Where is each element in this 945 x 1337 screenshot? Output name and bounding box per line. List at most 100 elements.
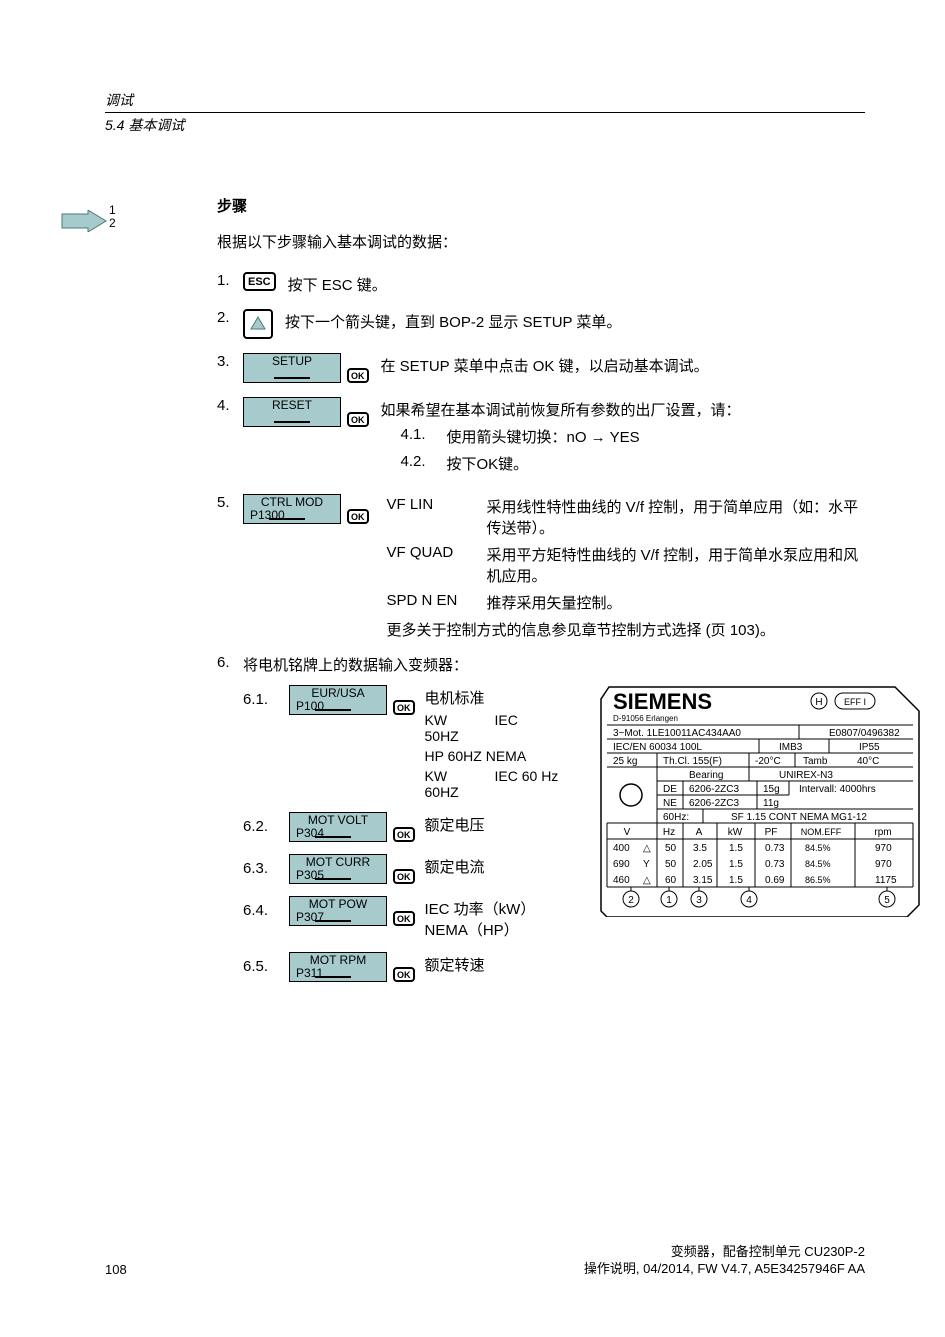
svg-text:3~Mot. 1LE10011AC434AA0: 3~Mot. 1LE10011AC434AA0 [613, 728, 741, 739]
svg-text:84.5%: 84.5% [805, 859, 831, 869]
option-key: SPD N EN [387, 592, 487, 613]
display-reset: RESET [243, 397, 341, 427]
svg-text:-20°C: -20°C [755, 756, 781, 767]
svg-text:NOM.EFF: NOM.EFF [800, 827, 841, 837]
svg-text:2.05: 2.05 [693, 859, 713, 870]
ok-key-icon: OK [393, 827, 415, 842]
svg-text:60: 60 [665, 875, 677, 886]
svg-text:Tamb: Tamb [803, 756, 828, 767]
svg-text:0.73: 0.73 [765, 859, 785, 870]
svg-text:3.5: 3.5 [693, 843, 707, 854]
svg-text:970: 970 [875, 843, 892, 854]
svg-text:EFF I: EFF I [844, 697, 866, 707]
substep-text: 按下OK键。 [447, 453, 529, 474]
svg-text:40°C: 40°C [857, 756, 879, 767]
svg-text:E0807/0496382: E0807/0496382 [829, 728, 900, 739]
substep-number: 6.4. [243, 896, 289, 919]
svg-text:970: 970 [875, 859, 892, 870]
svg-text:DE: DE [663, 784, 677, 795]
svg-text:PF: PF [764, 827, 777, 838]
svg-text:5: 5 [884, 895, 890, 906]
svg-text:6206-2ZC3: 6206-2ZC3 [689, 784, 739, 795]
option-text: 采用平方矩特性曲线的 V/f 控制，用于简单水泵应用和风机应用。 [487, 544, 866, 586]
svg-text:690: 690 [613, 859, 630, 870]
svg-text:H: H [815, 697, 822, 708]
steps-heading: 步骤 [217, 195, 865, 216]
substep-number: 6.3. [243, 854, 289, 877]
display-mot-volt: MOT VOLT P304 [289, 812, 387, 842]
display-mot-rpm: MOT RPM P311 [289, 952, 387, 982]
ok-key-icon: OK [393, 967, 415, 982]
svg-text:60Hz:: 60Hz: [663, 812, 689, 823]
svg-text:IEC/EN 60034 100L: IEC/EN 60034 100L [613, 742, 702, 753]
display-eur-usa: EUR/USA P100 [289, 685, 387, 715]
svg-text:50: 50 [665, 843, 677, 854]
svg-text:3: 3 [696, 895, 702, 906]
svg-text:Intervall: 4000hrs: Intervall: 4000hrs [799, 784, 876, 795]
step-number: 2. [217, 309, 243, 326]
svg-text:V: V [623, 827, 630, 838]
step-text: 按下 ESC 键。 [288, 272, 865, 295]
svg-text:1.5: 1.5 [729, 843, 743, 854]
param-label-2: NEMA（HP） [425, 919, 536, 940]
display-mot-curr: MOT CURR P305 [289, 854, 387, 884]
ok-key-icon: OK [393, 911, 415, 926]
svg-text:Th.Cl. 155(F): Th.Cl. 155(F) [663, 756, 722, 767]
arrow-step-numbers: 1 2 [109, 204, 116, 230]
more-info: 更多关于控制方式的信息参见章节控制方式选择 (页 103)。 [387, 619, 866, 640]
header-chapter: 调试 [105, 90, 865, 110]
substep-text: 使用箭头键切换：nO → YES [447, 426, 640, 447]
svg-text:400: 400 [613, 843, 630, 854]
svg-text:11g: 11g [763, 798, 779, 809]
svg-text:IMB3: IMB3 [779, 742, 803, 753]
param-label: 额定转速 [425, 952, 485, 975]
svg-text:0.69: 0.69 [765, 875, 785, 886]
svg-text:NE: NE [663, 798, 677, 809]
display-setup: SETUP [243, 353, 341, 383]
substep-number: 4.1. [401, 426, 447, 447]
esc-key-icon: ESC [243, 272, 276, 291]
ok-key-icon: OK [393, 869, 415, 884]
footer-info: 变频器，配备控制单元 CU230P-2 操作说明, 04/2014, FW V4… [584, 1243, 865, 1277]
substep-number: 4.2. [401, 453, 447, 474]
svg-text:D-91056 Erlangen: D-91056 Erlangen [613, 714, 678, 723]
steps-intro: 根据以下步骤输入基本调试的数据： [217, 231, 865, 252]
step-number: 4. [217, 397, 243, 414]
param-label: IEC 功率（kW） [425, 898, 536, 919]
svg-text:Y: Y [643, 859, 650, 870]
svg-text:rpm: rpm [874, 827, 891, 838]
svg-text:0.73: 0.73 [765, 843, 785, 854]
step-number: 5. [217, 494, 243, 511]
step-text: 如果希望在基本调试前恢复所有参数的出厂设置，请： [381, 399, 866, 420]
svg-text:86.5%: 86.5% [805, 875, 831, 885]
svg-text:25 kg: 25 kg [613, 756, 637, 767]
svg-text:4: 4 [746, 895, 752, 906]
step-arrow-icon [60, 210, 108, 232]
svg-text:UNIREX-N3: UNIREX-N3 [779, 770, 833, 781]
header-section: 5.4 基本调试 [105, 112, 865, 135]
option-text: 采用线性特性曲线的 V/f 控制，用于简单应用（如：水平传送带）。 [487, 496, 866, 538]
svg-text:50: 50 [665, 859, 677, 870]
option-key: VF LIN [387, 496, 487, 538]
param-label: 电机标准 [425, 687, 579, 708]
step-text: 将电机铭牌上的数据输入变频器： [243, 654, 921, 675]
step-number: 1. [217, 272, 243, 289]
svg-text:SIEMENS: SIEMENS [613, 689, 712, 714]
svg-text:84.5%: 84.5% [805, 843, 831, 853]
param-label: 额定电压 [425, 812, 485, 835]
svg-text:6206-2ZC3: 6206-2ZC3 [689, 798, 739, 809]
svg-text:1175: 1175 [875, 875, 897, 886]
svg-text:△: △ [643, 875, 651, 886]
svg-text:IP55: IP55 [859, 742, 880, 753]
param-label: 额定电流 [425, 854, 485, 877]
substep-number: 6.1. [243, 685, 289, 708]
display-ctrl-mod: CTRL MOD P1300 [243, 494, 341, 524]
step-number: 6. [217, 654, 243, 671]
svg-text:SF 1.15 CONT NEMA MG1-12: SF 1.15 CONT NEMA MG1-12 [731, 812, 867, 823]
svg-text:1.5: 1.5 [729, 875, 743, 886]
svg-text:2: 2 [628, 895, 634, 906]
svg-text:A: A [695, 827, 702, 838]
svg-text:kW: kW [727, 827, 742, 838]
svg-text:3.15: 3.15 [693, 875, 713, 886]
svg-text:1.5: 1.5 [729, 859, 743, 870]
